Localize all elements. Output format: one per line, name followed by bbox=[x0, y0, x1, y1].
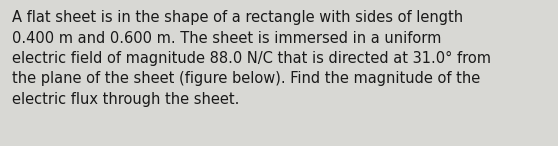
Text: A flat sheet is in the shape of a rectangle with sides of length
0.400 m and 0.6: A flat sheet is in the shape of a rectan… bbox=[12, 10, 491, 107]
